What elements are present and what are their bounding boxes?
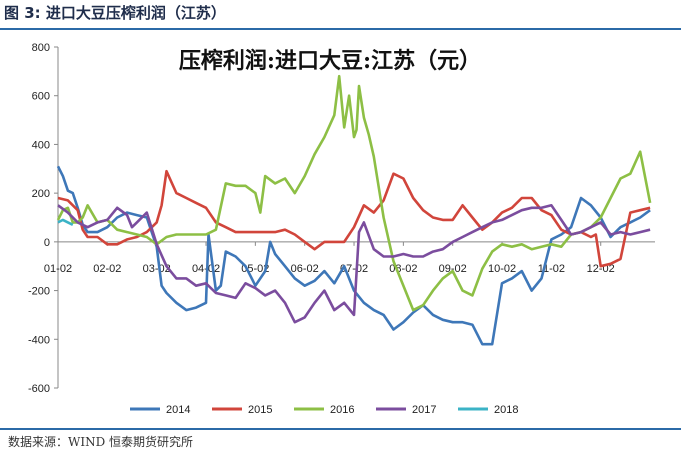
x-tick-label: 03-02 xyxy=(143,263,171,275)
series-line-2017 xyxy=(57,204,651,324)
y-tick-label: 200 xyxy=(32,188,50,200)
top-divider xyxy=(0,28,681,30)
series-line-2018 xyxy=(57,218,74,226)
y-tick-label: 0 xyxy=(44,237,50,249)
legend-label: 2018 xyxy=(494,404,518,416)
x-tick-label: 10-02 xyxy=(488,263,516,275)
figure-title: 图 3: 进口大豆压榨利润（江苏） xyxy=(4,4,226,22)
bottom-divider xyxy=(0,428,681,430)
y-tick-label: 600 xyxy=(32,91,50,103)
legend-label: 2014 xyxy=(166,404,190,416)
y-tick-label: -400 xyxy=(28,334,50,346)
y-tick-label: -600 xyxy=(28,383,50,395)
legend-label: 2016 xyxy=(330,404,354,416)
line-chart: -600 -400 -200 0 200 400 600 800 01-02 02-02 03-02… xyxy=(28,42,655,416)
y-tick-label: 800 xyxy=(32,42,50,54)
source-note: 数据来源：WIND 恒泰期货研究所 xyxy=(8,435,194,449)
series-line-2014 xyxy=(56,165,651,346)
series-line-2016 xyxy=(56,74,652,312)
legend-label: 2015 xyxy=(248,404,272,416)
x-tick-label: 02-02 xyxy=(93,263,121,275)
x-tick-label: 06-02 xyxy=(291,263,319,275)
chart-title: 压榨利润:进口大豆:江苏（元） xyxy=(179,48,481,74)
y-tick-label: -200 xyxy=(28,286,50,298)
x-tick-label: 01-02 xyxy=(44,263,72,275)
legend-label: 2017 xyxy=(412,404,436,416)
x-tick-label: 12-02 xyxy=(587,263,615,275)
y-tick-label: 400 xyxy=(32,139,50,151)
x-tick-label: 09-02 xyxy=(439,263,467,275)
